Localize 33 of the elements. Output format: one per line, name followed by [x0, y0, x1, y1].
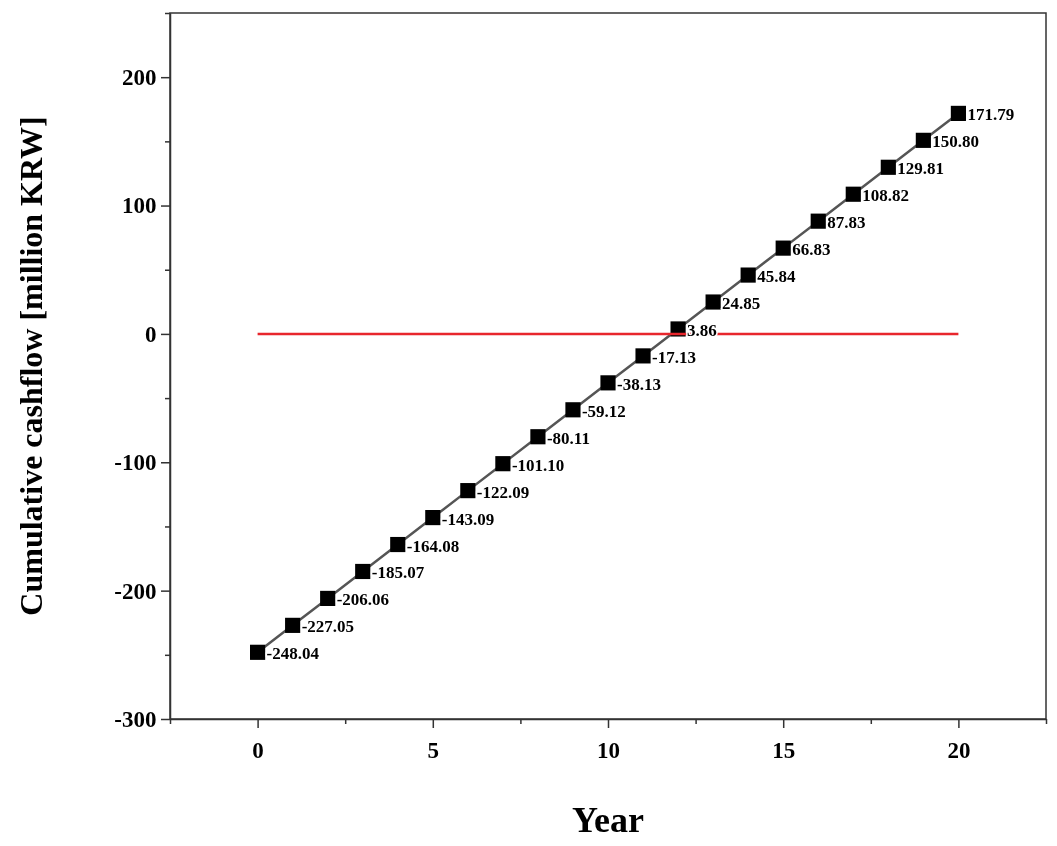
data-label: -143.09	[441, 509, 495, 529]
data-label: 108.82	[862, 186, 910, 206]
data-label: 150.80	[932, 132, 980, 152]
data-label: -101.10	[511, 455, 565, 475]
data-label: -80.11	[546, 428, 590, 448]
data-label: 171.79	[967, 105, 1015, 125]
y-tick-label: -300	[114, 706, 157, 732]
data-label: -227.05	[301, 617, 355, 637]
data-label: 129.81	[897, 159, 945, 179]
y-tick-label: 200	[121, 65, 157, 91]
data-label: -122.09	[476, 482, 530, 502]
data-label: -248.04	[266, 644, 320, 664]
data-label: -17.13	[652, 347, 696, 367]
y-tick-label: -100	[114, 450, 157, 476]
x-axis-title: Year	[572, 800, 644, 840]
data-label: 66.83	[792, 240, 831, 260]
data-label: -206.06	[336, 590, 390, 610]
data-label: -164.08	[406, 536, 460, 556]
y-tick-label: 100	[121, 193, 157, 219]
x-tick-label: 10	[597, 737, 620, 763]
x-tick-label: 15	[772, 737, 796, 763]
data-label: 24.85	[722, 294, 761, 314]
data-label: 45.84	[757, 267, 796, 287]
y-axis-title: Cumulative cashflow [million KRW]	[13, 116, 49, 616]
data-label: 87.83	[827, 213, 866, 233]
x-tick-label: 5	[427, 737, 440, 763]
data-label: -185.07	[371, 563, 425, 583]
x-tick-label: 0	[252, 737, 264, 763]
x-tick-label: 20	[947, 737, 971, 763]
y-tick-label: 0	[144, 321, 157, 347]
data-label: -59.12	[581, 401, 626, 421]
data-label: -38.13	[617, 374, 661, 394]
y-tick-label: -200	[114, 578, 157, 604]
